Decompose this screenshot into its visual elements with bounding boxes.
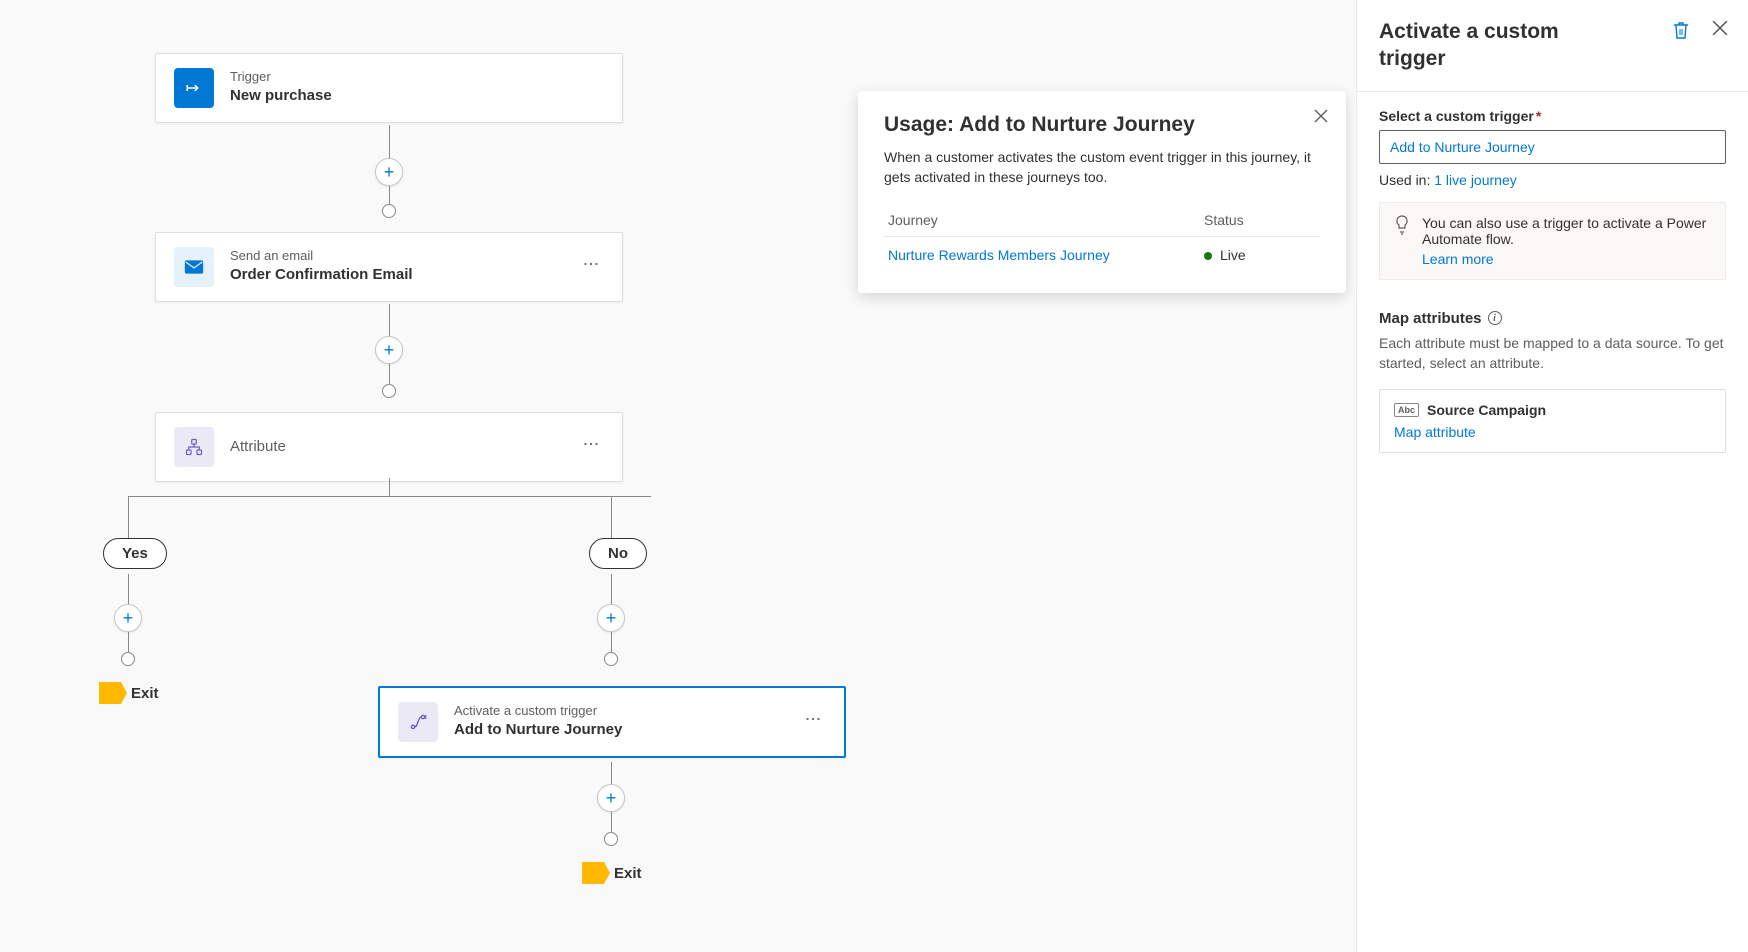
- node-attribute-more[interactable]: ⋮: [576, 432, 604, 462]
- connector: [611, 632, 612, 652]
- email-icon: [174, 247, 214, 287]
- add-step-button[interactable]: +: [597, 604, 625, 632]
- connector-end: [121, 652, 135, 666]
- panel-title: Activate a custom trigger: [1379, 18, 1609, 73]
- trigger-icon: [174, 68, 214, 108]
- activate-icon: [398, 702, 438, 742]
- learn-more-link[interactable]: Learn more: [1422, 251, 1711, 267]
- text-type-icon: Abc: [1394, 403, 1419, 417]
- node-email-type: Send an email: [230, 248, 413, 265]
- connector: [128, 496, 651, 497]
- add-step-button[interactable]: +: [597, 784, 625, 812]
- usage-popover: Usage: Add to Nurture Journey When a cus…: [858, 91, 1346, 293]
- node-activate-type: Activate a custom trigger: [454, 703, 622, 720]
- status-dot-live: [1204, 252, 1212, 260]
- status-text: Live: [1220, 247, 1246, 263]
- node-activate-title: Add to Nurture Journey: [454, 720, 622, 740]
- node-email-more[interactable]: ⋮: [576, 252, 604, 282]
- connector: [389, 186, 390, 204]
- hint-text: You can also use a trigger to activate a…: [1422, 215, 1706, 247]
- popover-title: Usage: Add to Nurture Journey: [884, 113, 1320, 137]
- col-journey: Journey: [884, 204, 1200, 237]
- popover-desc: When a customer activates the custom eve…: [884, 147, 1320, 188]
- node-trigger[interactable]: Trigger New purchase: [155, 53, 623, 123]
- node-email-title: Order Confirmation Email: [230, 265, 413, 285]
- map-attributes-desc: Each attribute must be mapped to a data …: [1379, 333, 1726, 374]
- popover-close-button[interactable]: [1314, 109, 1328, 123]
- hint-box: You can also use a trigger to activate a…: [1379, 202, 1726, 280]
- connector: [611, 496, 612, 538]
- connector-end: [604, 832, 618, 846]
- node-attribute-title: Attribute: [230, 437, 286, 457]
- journey-link[interactable]: Nurture Rewards Members Journey: [888, 247, 1110, 263]
- node-email[interactable]: Send an email Order Confirmation Email ⋮: [155, 232, 623, 302]
- attribute-icon: [174, 427, 214, 467]
- add-step-button[interactable]: +: [375, 158, 403, 186]
- connector: [128, 496, 129, 538]
- col-status: Status: [1200, 204, 1320, 237]
- select-trigger-dropdown[interactable]: Add to Nurture Journey: [1379, 130, 1726, 164]
- lightbulb-icon: [1394, 215, 1410, 267]
- select-trigger-value: Add to Nurture Journey: [1390, 139, 1535, 155]
- node-trigger-title: New purchase: [230, 86, 332, 106]
- connector-end: [604, 652, 618, 666]
- connector: [128, 632, 129, 652]
- add-step-button[interactable]: +: [375, 336, 403, 364]
- node-trigger-type: Trigger: [230, 69, 332, 86]
- close-panel-button[interactable]: [1712, 20, 1728, 40]
- flag-icon: [582, 862, 604, 884]
- journey-canvas: Trigger New purchase + Send an email Ord…: [0, 0, 1748, 952]
- node-activate-trigger[interactable]: Activate a custom trigger Add to Nurture…: [378, 686, 846, 758]
- exit-yes: Exit: [99, 682, 159, 704]
- table-row: Nurture Rewards Members Journey Live: [884, 236, 1320, 273]
- node-attribute[interactable]: Attribute ⋮: [155, 412, 623, 482]
- delete-button[interactable]: [1672, 20, 1690, 40]
- attribute-name: Source Campaign: [1427, 402, 1546, 418]
- connector: [611, 812, 612, 832]
- branch-yes[interactable]: Yes: [103, 538, 167, 569]
- exit-label: Exit: [614, 865, 642, 882]
- connector: [389, 364, 390, 384]
- map-attribute-link[interactable]: Map attribute: [1394, 424, 1711, 440]
- connector: [389, 478, 390, 496]
- exit-no: Exit: [582, 862, 642, 884]
- flag-icon: [99, 682, 121, 704]
- info-icon[interactable]: i: [1488, 311, 1502, 325]
- properties-panel: Activate a custom trigger Select a custo…: [1356, 0, 1748, 952]
- branch-no[interactable]: No: [589, 538, 647, 569]
- node-activate-more[interactable]: ⋮: [798, 707, 826, 737]
- attribute-card[interactable]: Abc Source Campaign Map attribute: [1379, 389, 1726, 453]
- add-step-button[interactable]: +: [114, 604, 142, 632]
- connector-end: [382, 384, 396, 398]
- popover-table: Journey Status Nurture Rewards Members J…: [884, 204, 1320, 273]
- select-trigger-label: Select a custom trigger*: [1379, 108, 1726, 124]
- map-attributes-title: Map attributes i: [1379, 310, 1726, 327]
- used-in-link[interactable]: 1 live journey: [1434, 172, 1517, 188]
- exit-label: Exit: [131, 685, 159, 702]
- connector-end: [382, 204, 396, 218]
- used-in: Used in: 1 live journey: [1379, 172, 1726, 188]
